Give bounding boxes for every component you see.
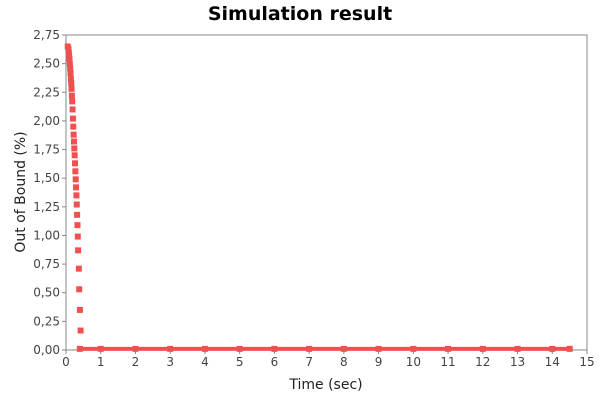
data-point	[549, 345, 556, 352]
data-point	[71, 145, 78, 152]
data-point	[67, 65, 74, 72]
data-series	[64, 43, 573, 352]
x-tick-label: 8	[340, 355, 348, 369]
data-point	[74, 211, 81, 218]
data-point	[69, 106, 76, 113]
data-point	[67, 75, 74, 82]
x-tick-label: 5	[236, 355, 244, 369]
x-tick-label: 1	[97, 355, 105, 369]
data-point	[72, 160, 79, 167]
data-point	[77, 327, 84, 334]
data-point	[69, 115, 76, 122]
data-point	[65, 45, 72, 52]
y-axis-ticks: 0,00 0,25 0,50 0,75 1,00 1,25 1,50 1,75 2,00 2,25…	[33, 28, 66, 357]
data-baseline-segment	[76, 346, 573, 351]
y-tick-label: 0,00	[33, 343, 60, 357]
x-tick-label: 0	[62, 355, 70, 369]
data-point	[479, 345, 486, 352]
y-tick-label: 2,00	[33, 114, 60, 128]
data-point	[76, 286, 83, 293]
x-axis-label: Time (sec)	[288, 377, 362, 393]
x-tick-label: 4	[201, 355, 209, 369]
data-point	[132, 345, 139, 352]
y-tick-label: 0,25	[33, 314, 60, 328]
data-point	[70, 138, 77, 145]
data-point	[445, 345, 452, 352]
data-point	[72, 176, 79, 183]
x-tick-label: 7	[305, 355, 313, 369]
data-point	[74, 222, 81, 229]
x-axis-ticks: 0 1 2 3 4 5 6 7 8 9 10 11 12 13 14 15	[62, 350, 595, 369]
x-tick-label: 13	[510, 355, 525, 369]
data-point	[306, 345, 313, 352]
data-point	[566, 345, 573, 352]
data-point	[73, 184, 80, 191]
x-tick-label: 3	[166, 355, 174, 369]
data-point	[66, 52, 73, 59]
x-tick-label: 6	[271, 355, 279, 369]
data-point	[68, 80, 75, 87]
data-point	[76, 345, 83, 352]
data-point	[236, 345, 243, 352]
data-point	[67, 69, 74, 76]
data-point	[66, 56, 73, 63]
y-axis-label: Out of Bound (%)	[13, 131, 29, 252]
x-tick-label: 11	[440, 355, 455, 369]
data-point	[73, 192, 80, 199]
data-point	[68, 85, 75, 92]
y-tick-label: 1,75	[33, 143, 60, 157]
data-point	[74, 233, 81, 240]
series-layer	[64, 43, 573, 352]
data-point	[75, 265, 82, 272]
data-point	[75, 247, 82, 254]
data-point	[97, 345, 104, 352]
data-point	[70, 131, 77, 138]
y-tick-label: 1,50	[33, 171, 60, 185]
data-point	[375, 345, 382, 352]
plot-area	[65, 34, 588, 351]
y-tick-label: 0,75	[33, 257, 60, 271]
y-tick-label: 0,50	[33, 286, 60, 300]
data-point	[68, 92, 75, 99]
data-point	[65, 49, 72, 56]
x-tick-label: 15	[579, 355, 594, 369]
y-tick-label: 2,75	[33, 28, 60, 42]
x-tick-label: 9	[375, 355, 383, 369]
data-point	[71, 152, 78, 159]
y-tick-label: 2,50	[33, 57, 60, 71]
y-tick-label: 1,00	[33, 228, 60, 242]
data-point	[66, 60, 73, 67]
y-tick-label: 2,25	[33, 85, 60, 99]
data-point	[167, 345, 174, 352]
data-point	[410, 345, 417, 352]
data-point	[73, 201, 80, 208]
x-tick-label: 10	[406, 355, 421, 369]
data-point	[201, 345, 208, 352]
data-point	[340, 345, 347, 352]
data-point	[70, 123, 77, 130]
data-point	[72, 168, 79, 175]
x-tick-label: 14	[545, 355, 560, 369]
x-tick-label: 2	[132, 355, 140, 369]
data-point	[271, 345, 278, 352]
chart-title: Simulation result	[207, 3, 393, 25]
data-point	[69, 98, 76, 105]
x-tick-label: 12	[475, 355, 490, 369]
data-point	[76, 306, 83, 313]
y-tick-label: 1,25	[33, 200, 60, 214]
data-point	[514, 345, 521, 352]
